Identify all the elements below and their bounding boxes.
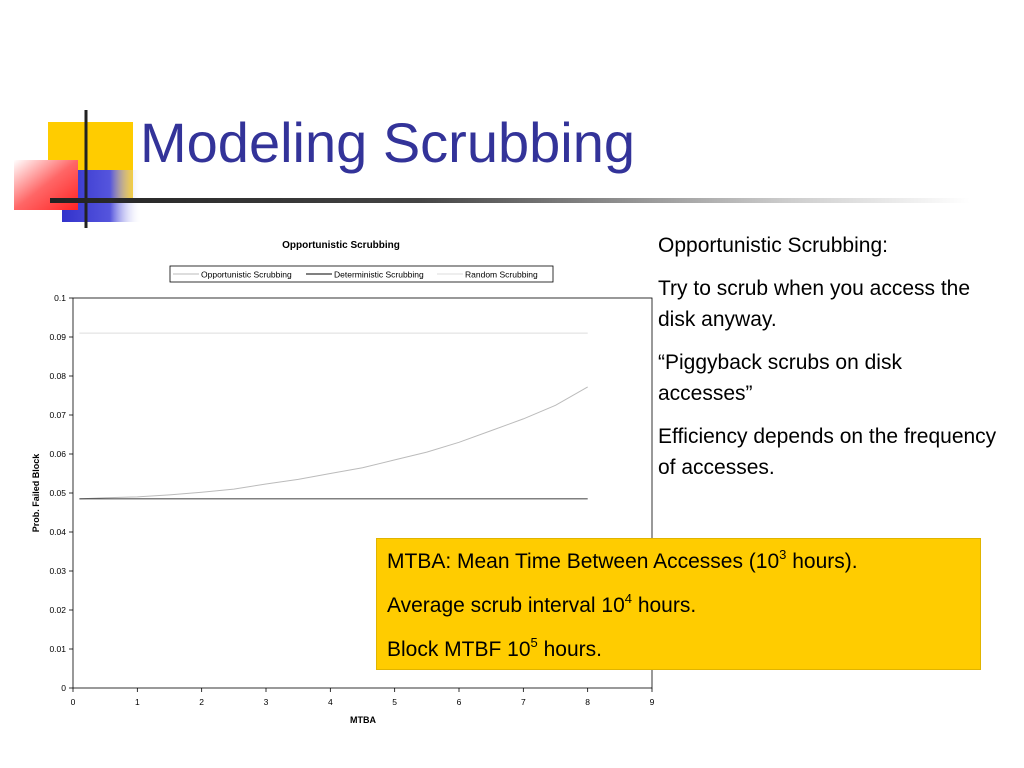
callout-line-scrub-interval: Average scrub interval 104 hours.: [387, 591, 970, 621]
callout-text: MTBA: Mean Time Between Accesses (10: [387, 550, 780, 573]
callout-exponent: 4: [624, 591, 632, 606]
legend-label-random-scrubbing: Random Scrubbing: [465, 270, 538, 280]
x-tick-label: 3: [264, 697, 269, 707]
chart-opportunistic-scrubbing: Opportunistic Scrubbing Opportunistic Sc…: [31, 240, 655, 725]
callout-text: hours).: [786, 550, 858, 573]
bullet-text: Try to scrub when you access the disk an…: [658, 277, 971, 331]
x-tick-label: 2: [199, 697, 204, 707]
y-tick-label: 0.03: [49, 566, 66, 576]
callout-line-mtba: MTBA: Mean Time Between Accesses (103 ho…: [387, 547, 970, 577]
y-tick-label: 0.04: [49, 527, 66, 537]
y-tick-label: 0.06: [49, 449, 66, 459]
bullet-text: “Piggyback scrubs on disk accesses”: [658, 351, 902, 405]
bullet-list: Opportunistic Scrubbing: Try to scrub wh…: [658, 230, 998, 495]
chart-plot-area: 0 0.01 0.02 0.03 0.04 0.05 0.06 0.07 0.08 0.09 0.1…: [49, 293, 654, 707]
bullet-text: Opportunistic Scrubbing:: [658, 234, 888, 257]
callout-exponent: 3: [779, 547, 787, 562]
callout-exponent: 5: [530, 635, 538, 650]
y-tick-label: 0.01: [49, 644, 66, 654]
callout-text: Average scrub interval 10: [387, 594, 625, 617]
y-tick-label: 0.05: [49, 488, 66, 498]
legend-label-deterministic-scrubbing: Deterministic Scrubbing: [334, 270, 424, 280]
chart-x-axis-label: MTBA: [350, 715, 376, 725]
y-tick-label: 0.1: [54, 293, 66, 303]
series-line-opportunistic-scrubbing: [79, 386, 588, 500]
y-tick-label: 0.08: [49, 371, 66, 381]
chart-legend: Opportunistic Scrubbing Deterministic Scr…: [169, 265, 554, 283]
y-tick-label: 0.07: [49, 410, 66, 420]
x-tick-label: 9: [650, 697, 655, 707]
callout-text: hours.: [631, 594, 697, 617]
x-tick-label: 1: [135, 697, 140, 707]
legend-label-opportunistic-scrubbing: Opportunistic Scrubbing: [201, 270, 292, 280]
callout-text: Block MTBF 10: [387, 638, 531, 661]
title-underline: [50, 198, 970, 203]
slide-decoration: [14, 110, 142, 228]
callout-box: MTBA: Mean Time Between Accesses (103 ho…: [376, 538, 981, 670]
x-tick-label: 4: [328, 697, 333, 707]
x-tick-label: 0: [71, 697, 76, 707]
y-tick-label: 0.02: [49, 605, 66, 615]
x-tick-label: 6: [457, 697, 462, 707]
callout-text: hours.: [537, 638, 602, 661]
x-tick-label: 7: [521, 697, 526, 707]
callout-line-mtbf: Block MTBF 105 hours.: [387, 635, 970, 665]
x-tick-label: 5: [392, 697, 397, 707]
legend-box: [169, 265, 554, 283]
chart-title: Opportunistic Scrubbing: [282, 240, 400, 251]
x-tick-label: 8: [585, 697, 590, 707]
bullet-text: Efficiency depends on the frequency of a…: [658, 425, 997, 479]
y-tick-label: 0.09: [49, 332, 66, 342]
y-tick-label: 0: [61, 683, 66, 693]
slide-title: Modeling Scrubbing: [140, 111, 635, 174]
chart-y-axis-label: Prob. Failed Block: [31, 453, 41, 533]
